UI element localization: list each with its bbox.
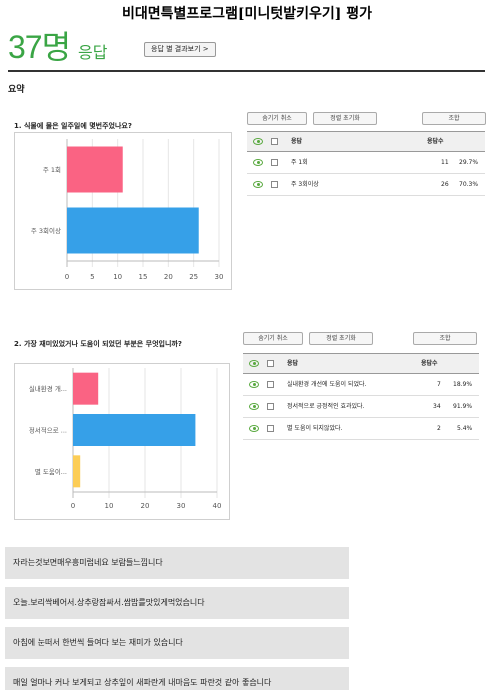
bar [67,146,123,193]
row-count: 7 [437,381,441,388]
text-response-item: 매일 얼마나 커나 보게되고 상추잎이 새파란게 내마음도 파란것 같아 좋습니… [5,667,349,690]
x-tick-label: 20 [164,273,173,281]
table-header: 응답 응답수 [247,132,485,152]
row-checkbox[interactable] [271,159,278,166]
row-label: 주 1회 [291,159,308,166]
table-row: 실내환경 개선에 도움이 되었다. 7 18.9% [243,374,479,396]
row-count: 26 [441,181,449,188]
q1-hide-cancel-button[interactable]: 숨기기 취소 [247,112,307,125]
row-label: 별 도움이 되지않았다. [287,425,343,432]
row-label: 주 3회이상 [291,181,319,188]
table-header: 응답 응답수 [243,354,479,374]
row-label: 정서적으로 긍정적인 효과있다. [287,403,365,410]
x-tick-label: 0 [71,502,75,510]
q2-filter-button[interactable]: 조합 [413,332,477,345]
x-tick-label: 10 [105,502,114,510]
row-count: 2 [437,425,441,432]
response-count-row: 37명 응답 [8,22,108,65]
bar [73,414,196,446]
q2-sort-reset-button[interactable]: 정렬 초기화 [309,332,373,345]
category-label: 실내환경 개... [29,384,67,393]
x-tick-label: 15 [139,273,148,281]
select-all-checkbox[interactable] [271,138,278,145]
row-checkbox[interactable] [267,403,274,410]
row-label: 실내환경 개선에 도움이 되었다. [287,381,367,388]
q2-hide-cancel-button[interactable]: 숨기기 취소 [243,332,303,345]
question-1-title: 1. 식물에 물은 일주일에 몇번주었나요? [14,122,132,130]
category-label: 별 도움이... [35,467,67,476]
text-response-item: 자라는것보면매우흥미럽네요 보람들느낌니다 [5,547,349,579]
row-percent: 18.9% [453,381,473,388]
eye-icon[interactable] [253,138,263,145]
bar [73,372,99,405]
row-percent: 29.7% [459,159,479,166]
header-divider [8,70,485,72]
eye-icon[interactable] [253,181,263,188]
bar [73,455,81,488]
summary-heading: 요약 [8,85,25,95]
row-checkbox[interactable] [267,425,274,432]
row-percent: 5.4% [457,425,473,432]
q1-filter-button[interactable]: 조합 [422,112,486,125]
table-row: 정서적으로 긍정적인 효과있다. 34 91.9% [243,396,479,418]
table-row: 별 도움이 되지않았다. 2 5.4% [243,418,479,440]
eye-icon[interactable] [249,381,259,388]
question-2-title: 2. 가장 재미있었거나 도움이 되었던 부분은 무엇입니까? [14,340,182,348]
x-tick-label: 30 [177,502,186,510]
question-2-bar-chart: 0 10 20 30 40 실내환경 개... 정서적으로 ... 별 도움이... [29,368,222,510]
select-all-checkbox[interactable] [267,360,274,367]
row-percent: 70.3% [459,181,479,188]
category-label: 정서적으로 ... [29,426,67,435]
x-tick-label: 20 [141,502,150,510]
text-response-item: 오늘.보리싹베어서.상추랑잠싸서.쌈밥를맛있게먹었습니다 [5,587,349,619]
row-checkbox[interactable] [271,181,278,188]
table-row: 주 1회 11 29.7% [247,152,485,174]
row-count: 11 [441,159,449,166]
category-label: 주 1회 [43,166,61,174]
x-tick-label: 30 [215,273,224,281]
x-tick-label: 10 [113,273,122,281]
header-response: 응답 [287,360,299,367]
row-count: 34 [433,403,441,410]
response-count: 37명 [8,29,71,65]
eye-icon[interactable] [253,159,263,166]
eye-icon[interactable] [249,425,259,432]
category-label: 주 3회이상 [31,226,61,235]
header-count: 응답수 [421,360,438,367]
view-by-response-button[interactable]: 응답 별 결과보기 > [144,42,216,57]
table-row: 주 3회이상 26 70.3% [247,174,485,196]
bar [67,207,199,254]
row-percent: 91.9% [453,403,473,410]
q1-response-table: 응답 응답수 주 1회 11 29.7% 주 3회이상 26 70.3% [247,131,485,196]
x-tick-label: 25 [189,273,198,281]
x-tick-label: 0 [65,273,69,281]
q2-response-table: 응답 응답수 실내환경 개선에 도움이 되었다. 7 18.9% 정서적으로 긍… [243,353,479,440]
x-tick-label: 40 [213,502,222,510]
question-1-bar-chart: 0 5 10 15 20 25 30 주 1회주 3회이상 [31,139,224,281]
q1-sort-reset-button[interactable]: 정렬 초기화 [313,112,377,125]
eye-icon[interactable] [249,360,259,367]
document-title: 비대면특별프로그램[미니텃밭키우기] 평가 [122,6,372,22]
question-2-chart: 0 10 20 30 40 실내환경 개... 정서적으로 ... 별 도움이... [14,363,230,520]
text-response-item: 아침에 눈떠서 한번씩 들여다 보는 재미가 있습니다 [5,627,349,659]
header-response: 응답 [291,138,303,145]
x-tick-label: 5 [90,273,94,281]
response-count-label: 응답 [78,43,108,62]
header-count: 응답수 [427,138,444,145]
row-checkbox[interactable] [267,381,274,388]
eye-icon[interactable] [249,403,259,410]
